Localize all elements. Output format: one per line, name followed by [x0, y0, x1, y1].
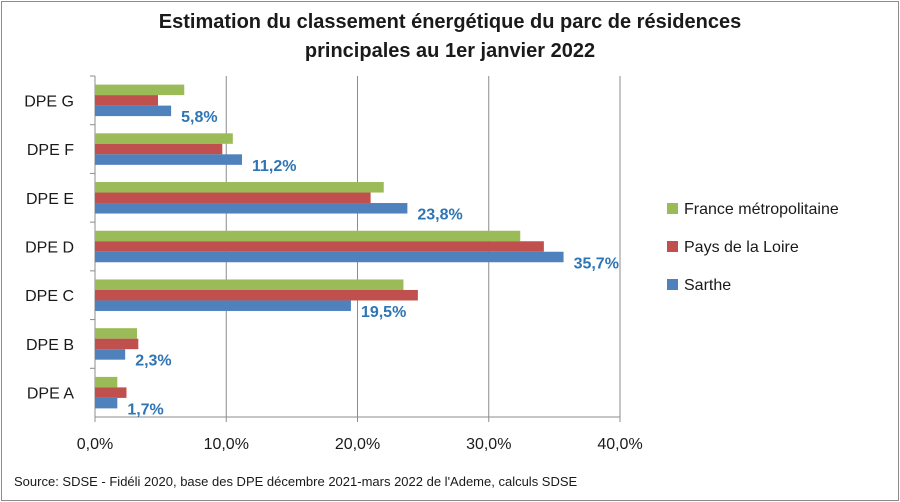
- bar: [95, 289, 418, 301]
- bar: [95, 230, 521, 242]
- chart-title: Estimation du classement énergétique du …: [0, 8, 900, 66]
- legend-label: Sarthe: [684, 277, 731, 294]
- category-label: DPE F: [27, 142, 74, 159]
- labels: 0,0% 10,0% 20,0% 30,0% 40,0% DPE A 1,7% DPE B 2,…: [24, 93, 642, 453]
- bar: [95, 300, 351, 311]
- x-tick-label: 10,0%: [204, 436, 249, 453]
- category-label: DPE G: [24, 93, 74, 110]
- legend-swatch: [667, 203, 678, 214]
- data-label: 2,3%: [135, 353, 171, 370]
- data-label: 5,8%: [181, 109, 217, 126]
- data-label: 1,7%: [127, 401, 163, 418]
- bar: [95, 133, 233, 144]
- bar: [95, 143, 223, 155]
- chart-title-line1: Estimation du classement énergétique du …: [158, 11, 742, 33]
- bar: [95, 154, 242, 165]
- x-tick-label: 40,0%: [597, 436, 642, 453]
- bar: [95, 251, 564, 263]
- bar: [95, 241, 544, 252]
- x-tick-label: 30,0%: [466, 436, 511, 453]
- x-tick-label: 0,0%: [77, 436, 113, 453]
- bar: [95, 387, 127, 398]
- data-label: 11,2%: [252, 158, 296, 175]
- bar: [95, 328, 137, 339]
- bar: [95, 376, 118, 388]
- bar: [95, 84, 185, 96]
- bar: [95, 397, 118, 409]
- legend-swatch: [667, 241, 678, 252]
- bar: [95, 349, 126, 360]
- bar: [95, 105, 172, 117]
- category-label: DPE A: [27, 386, 74, 403]
- legend-label: Pays de la Loire: [684, 239, 799, 256]
- data-label: 35,7%: [574, 255, 619, 272]
- bars: [95, 84, 564, 409]
- category-label: DPE D: [25, 240, 74, 257]
- bar: [95, 182, 384, 193]
- category-label: DPE C: [25, 288, 74, 305]
- source-note: Source: SDSE - Fidéli 2020, base des DPE…: [14, 474, 578, 489]
- category-label: DPE B: [26, 337, 74, 354]
- bar: [95, 192, 371, 204]
- chart-title-line2: principales au 1er janvier 2022: [304, 40, 596, 62]
- data-label: 23,8%: [417, 207, 462, 224]
- data-label: 19,5%: [361, 304, 406, 321]
- legend: France métropolitaine Pays de la Loire Sar…: [667, 201, 839, 294]
- legend-swatch: [667, 279, 678, 290]
- bar: [95, 338, 139, 350]
- bar: [95, 279, 404, 290]
- category-label: DPE E: [26, 191, 74, 208]
- bar: [95, 203, 408, 214]
- bar: [95, 95, 158, 106]
- legend-label: France métropolitaine: [684, 201, 839, 218]
- x-tick-label: 20,0%: [335, 436, 380, 453]
